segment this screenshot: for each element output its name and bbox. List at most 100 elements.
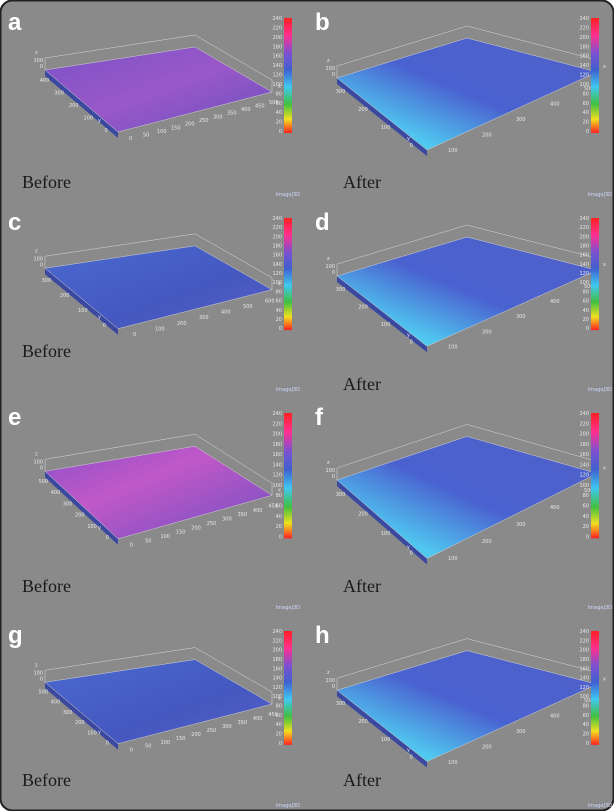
- axis-label: x: [603, 64, 606, 70]
- colorbar-tick-label: 160: [579, 54, 589, 60]
- caption: Before: [22, 576, 71, 596]
- y-tick-label: 100: [381, 737, 391, 743]
- x-tick-label: 200: [185, 122, 195, 128]
- y-tick-label: 0: [106, 535, 109, 541]
- y-tick-label: 100: [381, 322, 391, 328]
- x-tick-label: 300: [516, 729, 526, 735]
- colorbar-tick-label: 140: [579, 262, 589, 268]
- colorbar-tick-label: 80: [583, 289, 589, 295]
- y-tick-label: 400: [51, 490, 61, 496]
- x-tick-label: 100: [448, 148, 458, 154]
- x-tick-label: 300: [222, 724, 232, 730]
- colorbar-tick-label: 80: [276, 493, 282, 499]
- x-tick-label: 350: [238, 720, 248, 726]
- caption: After: [343, 172, 381, 192]
- x-tick-label: 150: [176, 736, 186, 742]
- x-tick-label: 400: [253, 716, 263, 722]
- z-tick-label: 0: [40, 465, 43, 471]
- x-tick-label: 100: [448, 345, 458, 351]
- colorbar-tick-label: 220: [272, 638, 282, 644]
- colorbar-tick-label: 20: [583, 317, 589, 323]
- colorbar: [591, 218, 599, 330]
- colorbar: [284, 413, 292, 538]
- colorbar-tick-label: 0: [279, 534, 282, 540]
- x-tick-label: 300: [516, 314, 526, 320]
- y-tick-label: 200: [358, 719, 368, 725]
- x-tick-label: 200: [482, 744, 492, 750]
- watermark: ImageJ3D: [276, 803, 300, 809]
- x-tick-label: 300: [516, 522, 526, 528]
- colorbar-tick-label: 100: [272, 280, 282, 286]
- y-tick-label: 200: [75, 720, 85, 726]
- x-tick-label: 200: [191, 525, 201, 531]
- axis-label: y: [407, 748, 410, 754]
- colorbar-tick-label: 60: [583, 299, 589, 305]
- y-tick-label: 300: [63, 710, 73, 716]
- colorbar-tick-label: 180: [272, 44, 282, 50]
- axis-label: y: [98, 118, 101, 124]
- y-tick-label: 100: [381, 125, 391, 131]
- x-tick-label: 400: [550, 299, 560, 305]
- colorbar-tick-label: 100: [272, 82, 282, 88]
- watermark: ImageJ3D: [588, 803, 612, 809]
- x-tick-label: 0: [130, 748, 133, 754]
- colorbar-tick-label: 200: [579, 35, 589, 41]
- y-tick-label: 200: [358, 511, 368, 517]
- y-tick-label: 0: [410, 551, 413, 557]
- colorbar: [591, 631, 599, 745]
- z-tick-label: 0: [40, 262, 43, 268]
- colorbar-tick-label: 180: [579, 657, 589, 663]
- colorbar-tick-label: 80: [276, 704, 282, 710]
- colorbar-tick-label: 100: [579, 82, 589, 88]
- y-tick-label: 300: [336, 701, 346, 707]
- y-tick-label: 500: [39, 479, 49, 485]
- colorbar-tick-label: 200: [272, 432, 282, 438]
- x-tick-label: 50: [145, 538, 151, 544]
- colorbar-tick-label: 60: [583, 101, 589, 107]
- y-tick-label: 0: [103, 323, 106, 329]
- y-tick-label: 0: [105, 128, 108, 134]
- panel-label: d: [315, 209, 330, 236]
- colorbar-tick-label: 40: [583, 514, 589, 520]
- colorbar-tick-label: 160: [579, 666, 589, 672]
- y-tick-label: 0: [106, 741, 109, 747]
- x-tick-label: 100: [157, 129, 167, 135]
- y-tick-label: 500: [39, 689, 49, 695]
- x-tick-label: 400: [241, 107, 251, 113]
- watermark: ImageJ3D: [276, 192, 300, 198]
- y-tick-label: 100: [87, 524, 97, 530]
- x-tick-label: 100: [155, 326, 165, 332]
- colorbar-tick-label: 160: [579, 253, 589, 259]
- colorbar-tick-label: 80: [583, 91, 589, 97]
- y-tick-label: 300: [42, 278, 52, 284]
- y-tick-label: 400: [51, 700, 61, 706]
- colorbar-tick-label: 20: [583, 524, 589, 530]
- y-tick-label: 200: [358, 107, 368, 113]
- axis-label: z: [35, 451, 38, 457]
- axis-label: y: [98, 315, 101, 321]
- z-tick-label: 0: [40, 676, 43, 682]
- x-tick-label: 150: [176, 530, 186, 536]
- colorbar: [284, 18, 292, 133]
- colorbar-tick-label: 160: [272, 253, 282, 259]
- x-tick-label: 600: [265, 298, 275, 304]
- watermark: ImageJ3D: [276, 605, 300, 611]
- colorbar-tick-label: 200: [272, 35, 282, 41]
- colorbar-tick-label: 60: [276, 504, 282, 510]
- y-tick-label: 200: [69, 103, 79, 109]
- z-tick-label: 0: [332, 474, 335, 480]
- y-tick-label: 300: [336, 89, 346, 95]
- y-tick-label: 200: [75, 513, 85, 519]
- colorbar-tick-label: 80: [276, 289, 282, 295]
- panel-label: b: [315, 9, 330, 36]
- colorbar-tick-label: 240: [579, 629, 589, 635]
- watermark: ImageJ3D: [276, 387, 300, 393]
- x-tick-label: 0: [133, 332, 136, 338]
- x-tick-label: 100: [161, 740, 171, 746]
- x-tick-label: 100: [161, 534, 171, 540]
- x-tick-label: 350: [227, 111, 237, 117]
- colorbar: [591, 413, 599, 538]
- axis-label: y: [407, 545, 410, 551]
- axis-label: y: [98, 730, 101, 736]
- colorbar-tick-label: 40: [276, 722, 282, 728]
